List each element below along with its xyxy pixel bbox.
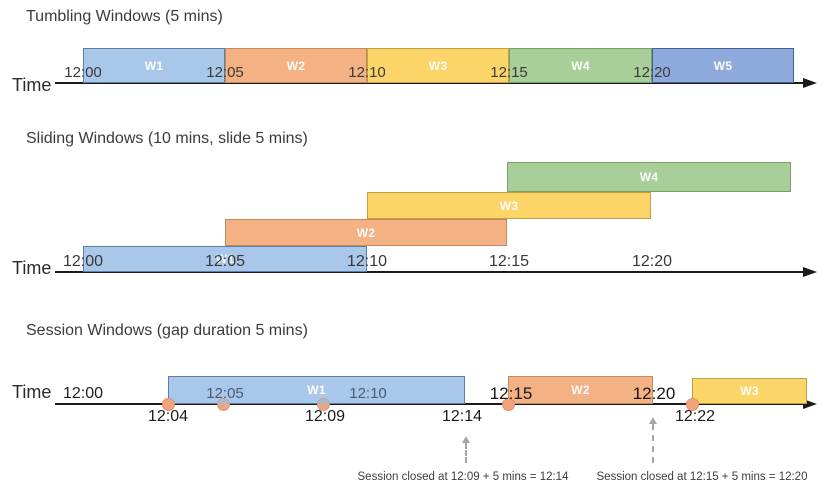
section-title: Sliding Windows (10 mins, slide 5 mins) [26, 130, 308, 147]
window-box: W2 [225, 219, 507, 246]
window-box-label: W1 [144, 58, 164, 73]
axis-tick-label: 12:05 [204, 253, 246, 270]
window-box-label: W1 [215, 252, 235, 266]
window-box-label: W3 [740, 384, 759, 398]
axis-tick-label: 12:10 [348, 64, 386, 81]
window-box: W1 [83, 48, 225, 83]
axis-tick-label: 12:20 [632, 384, 676, 403]
axis-tick-label: 12:15 [490, 64, 528, 81]
window-box: W2 [225, 48, 367, 83]
time-axis-line [55, 403, 804, 405]
window-box-label: W4 [571, 58, 590, 73]
session-close-arrow-stem [652, 424, 654, 463]
window-box-label: W3 [428, 58, 448, 73]
event-time-label: 12:04 [147, 408, 189, 425]
window-box: W3 [367, 192, 651, 219]
axis-tick-label: 12:20 [633, 64, 671, 81]
session-close-arrow-icon [649, 417, 657, 424]
window-box-label: W2 [286, 58, 306, 73]
session-close-arrow-stem [465, 443, 467, 463]
window-box-label: W1 [307, 383, 326, 397]
session-close-annotation: Session closed at 12:15 + 5 mins = 12:20 [596, 471, 808, 483]
window-box: W2 [508, 376, 653, 404]
window-box-label: W5 [713, 58, 733, 73]
window-box: W1 [83, 246, 367, 272]
axis-tick-label: 12:05 [206, 385, 244, 402]
window-box-label: W2 [356, 225, 376, 240]
axis-arrowhead-icon [803, 78, 817, 88]
section-title: Tumbling Windows (5 mins) [26, 8, 223, 25]
axis-tick-label: 12:10 [346, 253, 388, 270]
time-axis-label: Time [12, 75, 52, 95]
axis-tick-label: 12:15 [489, 384, 533, 403]
event-dot [316, 397, 330, 411]
axis-tick-label: 12:05 [206, 64, 244, 81]
axis-tick-label: 12:00 [64, 64, 102, 81]
axis-tick-label: 12:20 [631, 253, 673, 270]
window-box: W5 [652, 48, 794, 83]
window-box-label: W2 [571, 383, 590, 397]
event-time-label: 12:14 [441, 408, 483, 425]
event-dot [501, 397, 515, 411]
axis-tick-label: 12:10 [349, 385, 387, 402]
axis-arrowhead-icon [803, 267, 817, 277]
window-box: W4 [509, 48, 652, 83]
section-title: Session Windows (gap duration 5 mins) [26, 322, 308, 339]
session-close-arrow-icon [462, 436, 470, 443]
session-close-annotation: Session closed at 12:09 + 5 mins = 12:14 [357, 471, 569, 483]
axis-arrowhead-icon [803, 399, 817, 409]
time-axis-line [55, 271, 804, 273]
axis-tick-label: 12:15 [488, 253, 530, 270]
window-box-label: W4 [639, 170, 659, 184]
time-axis-line [55, 82, 804, 84]
event-dot [216, 397, 230, 411]
event-dot [161, 397, 175, 411]
window-box-label: W3 [499, 198, 519, 213]
axis-tick-label: 12:00 [62, 253, 104, 270]
axis-tick-label: 12:00 [62, 385, 104, 402]
time-axis-label: Time [12, 258, 52, 278]
window-box: W3 [692, 378, 807, 404]
time-axis-label: Time [12, 382, 52, 402]
event-time-label: 12:09 [304, 408, 346, 425]
event-time-label: 12:22 [674, 408, 716, 425]
window-box: W3 [367, 48, 509, 83]
window-box: W4 [507, 162, 791, 192]
event-dot [685, 397, 699, 411]
